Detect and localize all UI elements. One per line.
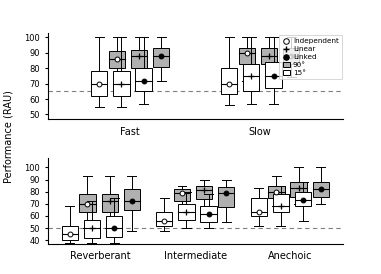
Bar <box>178 204 195 219</box>
Bar <box>101 194 118 212</box>
Bar <box>283 48 299 64</box>
Bar <box>79 194 96 212</box>
Bar <box>243 64 259 91</box>
Bar <box>239 48 255 64</box>
Bar <box>261 48 277 64</box>
Bar <box>124 189 140 210</box>
Bar <box>153 48 170 67</box>
Legend: Independent, Linear, Linked, 90°, 15°: Independent, Linear, Linked, 90°, 15° <box>279 35 342 79</box>
Bar <box>109 51 125 68</box>
Bar <box>91 71 107 96</box>
Bar <box>174 189 190 201</box>
Bar <box>221 68 237 94</box>
Bar <box>156 212 172 226</box>
Bar <box>251 198 267 216</box>
Bar <box>313 182 329 196</box>
Bar <box>218 187 234 207</box>
Bar <box>84 219 100 238</box>
Bar <box>106 216 122 236</box>
Bar <box>136 68 152 91</box>
Bar <box>266 62 282 88</box>
Bar <box>295 192 311 206</box>
Bar <box>273 194 289 212</box>
Bar <box>113 71 130 96</box>
Bar <box>196 186 212 199</box>
Bar <box>200 206 217 222</box>
Bar <box>290 182 307 196</box>
Bar <box>131 50 147 68</box>
Text: Performance (RAU): Performance (RAU) <box>4 91 14 183</box>
Bar <box>268 186 285 198</box>
Bar <box>62 226 78 240</box>
